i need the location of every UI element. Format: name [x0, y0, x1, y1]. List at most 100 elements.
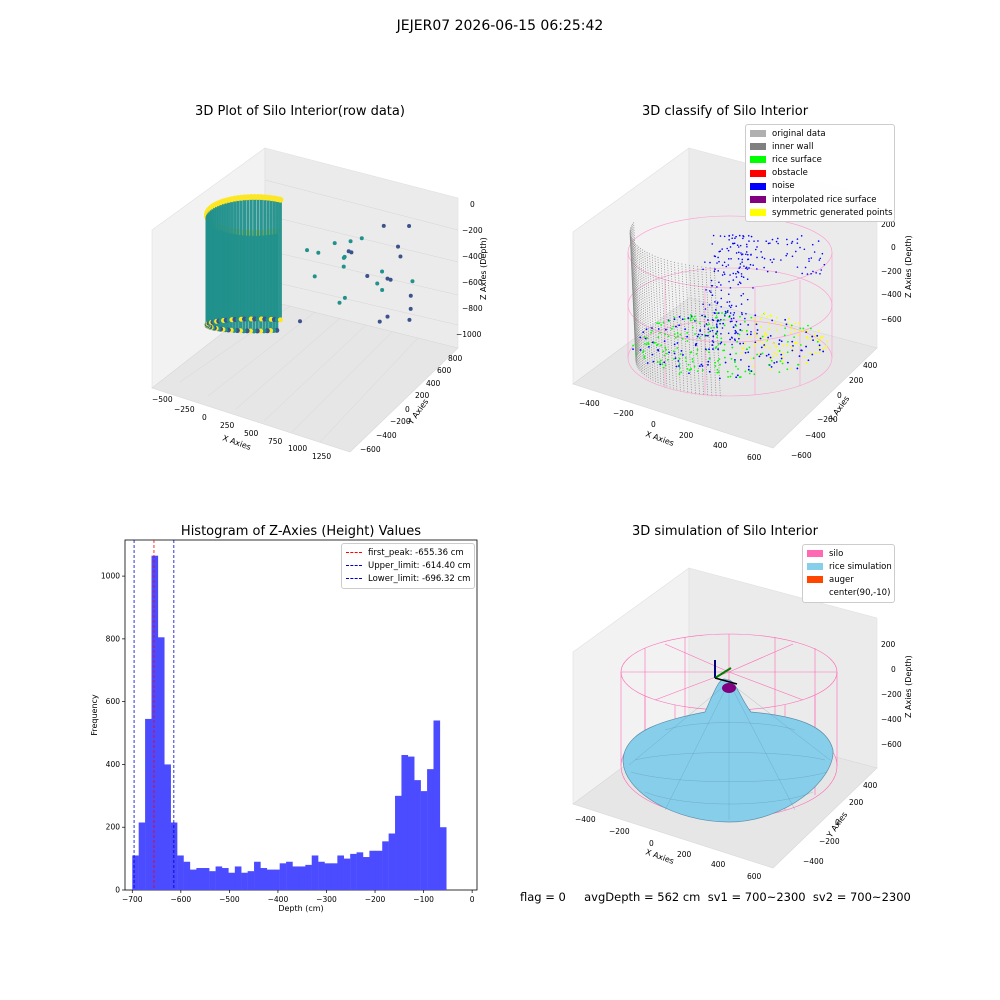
noise-point	[796, 266, 799, 268]
histogram-bar	[215, 866, 223, 890]
noise-point	[732, 272, 735, 275]
noise-point	[726, 247, 728, 250]
classify-point	[701, 314, 703, 317]
classify-point	[775, 329, 778, 332]
classify-point	[739, 329, 742, 331]
classify-point	[679, 353, 682, 356]
classify-point	[692, 318, 695, 320]
classify-point	[793, 329, 796, 332]
classify-point	[719, 363, 721, 366]
classify-point	[723, 313, 726, 316]
classify-point	[747, 365, 750, 368]
inner-wall-point-column	[701, 266, 709, 397]
raw-y-tick: 600	[437, 366, 452, 375]
noise-point	[742, 237, 744, 240]
noise-point	[819, 257, 822, 260]
noise-point	[801, 272, 803, 275]
noise-point	[799, 246, 801, 249]
noise-point	[718, 281, 720, 284]
classify-point	[767, 353, 770, 356]
legend-item-inner-wall: inner wall	[750, 140, 890, 153]
raw-x-tick: −250	[174, 405, 195, 414]
noise-point	[734, 324, 737, 326]
noise-point	[714, 301, 716, 303]
raw-x-tick: 1250	[312, 452, 331, 461]
classify-point	[716, 316, 718, 319]
inner-wall-point-column	[640, 248, 647, 379]
classify-point	[775, 316, 778, 319]
classify-point	[811, 335, 814, 338]
histogram-bar	[228, 872, 236, 890]
legend-item-rice-simulation: rice simulation	[807, 560, 892, 573]
classify-point	[764, 331, 767, 334]
classify-y-tick: −600	[791, 451, 812, 460]
noise-point	[752, 264, 754, 267]
classify-point	[758, 355, 761, 358]
noise-point	[739, 244, 742, 247]
classify-point	[657, 328, 660, 330]
classify-point	[676, 332, 679, 335]
classify-point	[672, 325, 675, 328]
raw-scatter-point	[381, 223, 386, 228]
noise-point	[737, 283, 739, 286]
classify-point	[741, 347, 743, 349]
classify-plot-title: 3D classify of Silo Interior	[641, 104, 809, 119]
inner-wall-point-column	[657, 256, 665, 387]
classify-point	[668, 351, 671, 354]
inner-wall-point-column	[674, 261, 681, 392]
classify-point	[781, 362, 784, 365]
histogram-bar	[305, 864, 312, 890]
classify-point	[765, 339, 768, 341]
classify-point	[732, 326, 735, 329]
noise-point	[712, 341, 715, 343]
classify-point	[724, 361, 727, 364]
noise-point	[740, 252, 742, 254]
noise-point	[718, 260, 720, 263]
classify-point	[659, 332, 661, 334]
classify-point	[815, 337, 818, 339]
noise-point	[739, 266, 741, 268]
histogram-bar	[292, 866, 300, 890]
classify-point	[704, 315, 707, 318]
noise-point	[752, 287, 754, 289]
inner-wall-point-column	[630, 228, 637, 359]
raw-scatter-point	[407, 224, 412, 229]
noise-point	[767, 242, 770, 245]
classify-point	[714, 361, 717, 364]
classify-point	[691, 360, 694, 363]
classify-point	[643, 336, 646, 338]
noise-point	[750, 235, 753, 238]
noise-point	[739, 263, 742, 265]
classify-point	[742, 347, 745, 350]
histogram-y-tick-label: 800	[106, 634, 121, 643]
classify-point	[741, 351, 743, 354]
histogram-bar	[222, 868, 229, 890]
classify-point	[686, 335, 689, 338]
classify-point	[786, 344, 789, 347]
classify-point	[779, 360, 782, 363]
legend-swatch	[807, 589, 823, 597]
classify-point	[708, 348, 710, 351]
noise-point	[731, 320, 733, 323]
classify-point	[744, 370, 747, 373]
raw-scatter-point	[348, 239, 353, 244]
noise-point	[791, 240, 794, 243]
inner-wall-point-column	[638, 246, 646, 377]
classify-point	[689, 314, 692, 316]
raw-scatter-point	[388, 277, 393, 282]
simulation-y-tick: 400	[863, 781, 878, 790]
classify-point	[717, 348, 720, 351]
classify-point	[695, 353, 698, 355]
noise-point	[763, 266, 765, 269]
classify-point	[775, 346, 778, 348]
inner-wall-point-column	[709, 267, 717, 398]
classify-point	[816, 334, 819, 337]
noise-point	[723, 261, 726, 264]
classify-point	[680, 371, 683, 374]
classify-point	[752, 365, 755, 368]
classify-x-tick-labels: −400 −200 0 200 400 600	[579, 399, 762, 462]
noise-point	[761, 256, 764, 259]
noise-point	[786, 253, 789, 255]
classify-point	[696, 370, 699, 373]
simulation-x-tick: 600	[747, 872, 762, 881]
